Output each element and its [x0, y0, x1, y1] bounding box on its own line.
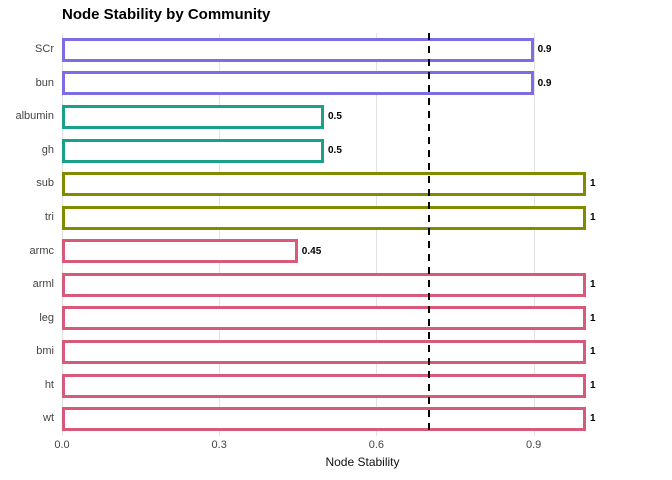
bar-row-sub: 1	[60, 167, 665, 201]
bar-value-label-bmi: 1	[590, 346, 596, 358]
bar-row-tri: 1	[60, 201, 665, 235]
bar-value-label-leg: 1	[590, 312, 596, 324]
y-axis-label-albumin: albumin	[15, 110, 54, 123]
bar-sub	[62, 172, 586, 197]
bar-row-bun: 0.9	[60, 67, 665, 101]
y-axis-label-wt: wt	[43, 412, 54, 425]
bar-tri	[62, 205, 586, 230]
gridline-x-0.3	[219, 33, 221, 436]
x-axis-title: Node Stability	[325, 455, 400, 469]
chart-title: Node Stability by Community	[62, 6, 271, 23]
bar-value-label-sub: 1	[590, 178, 596, 190]
bar-albumin	[62, 104, 324, 129]
bar-row-leg: 1	[60, 302, 665, 336]
bar-value-label-ht: 1	[590, 379, 596, 391]
y-axis-label-bun: bun	[35, 76, 54, 89]
bar-row-wt: 1	[60, 402, 665, 436]
y-axis-label-bmi: bmi	[36, 345, 54, 358]
bar-row-albumin: 0.5	[60, 100, 665, 134]
bar-SCr	[62, 37, 534, 62]
bar-bun	[62, 71, 534, 96]
y-axis-label-gh: gh	[41, 143, 54, 156]
y-axis-label-SCr: SCr	[35, 43, 54, 55]
bar-value-label-wt: 1	[590, 413, 596, 425]
y-axis-label-armc: armc	[29, 244, 54, 257]
threshold-dashed-line	[427, 33, 430, 436]
x-tick-label-0.6: 0.6	[368, 439, 385, 451]
bar-row-gh: 0.5	[60, 134, 665, 168]
bar-row-bmi: 1	[60, 335, 665, 369]
bar-value-label-SCr: 0.9	[537, 44, 552, 55]
bar-arml	[62, 272, 586, 297]
x-tick-label-0.0: 0.0	[54, 439, 70, 451]
bar-row-armc: 0.45	[60, 235, 665, 269]
bar-gh	[62, 138, 324, 163]
bar-row-ht: 1	[60, 369, 665, 403]
y-axis-label-sub: sub	[36, 177, 54, 190]
y-axis-labels: SCr bun albumin gh sub tri armc arml leg bmi ht wt	[0, 33, 54, 436]
y-axis-label-ht: ht	[44, 378, 54, 391]
bar-value-label-armc: 0.45	[301, 245, 322, 257]
bar-bmi	[62, 340, 586, 365]
y-axis-label-leg: leg	[39, 311, 54, 324]
bar-value-label-albumin: 0.5	[328, 111, 342, 123]
gridline-x-0.0	[62, 33, 63, 436]
bar-value-label-arml: 1	[590, 279, 596, 291]
bar-value-label-gh: 0.5	[328, 144, 342, 156]
y-axis-label-arml: arml	[32, 278, 54, 291]
bar-row-arml: 1	[60, 268, 665, 302]
bar-ht	[62, 373, 586, 398]
x-tick-label-0.9: 0.9	[525, 439, 542, 451]
bar-value-label-bun: 0.9	[537, 77, 552, 89]
bar-wt	[62, 407, 586, 432]
plot-panel: 0.9 0.9 0.5 0.5 1 1 0.45 1 1 1 1 1	[60, 33, 665, 436]
gridline-x-0.6	[376, 33, 378, 436]
y-axis-label-tri: tri	[44, 210, 54, 223]
gridline-x-0.9	[533, 33, 535, 436]
bar-armc	[62, 239, 298, 264]
bar-leg	[62, 306, 586, 331]
bar-value-label-tri: 1	[590, 211, 596, 223]
x-tick-label-0.3: 0.3	[211, 439, 227, 451]
bar-row-SCr: 0.9	[60, 33, 665, 67]
